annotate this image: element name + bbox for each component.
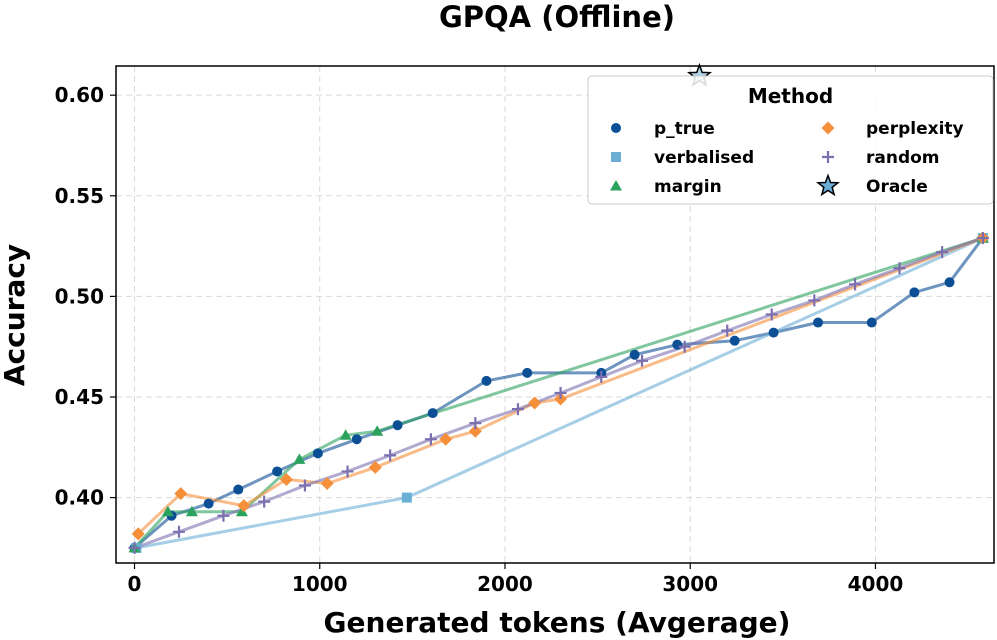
margin-point (339, 429, 352, 440)
perplexity-point (320, 477, 334, 491)
p-true-point (481, 375, 492, 386)
legend-label-margin: margin (654, 177, 722, 197)
margin-point (235, 505, 248, 517)
axis-ticks: 0 1000 2000 3000 4000 0.40 0.45 0.50 0.55 0.60 (55, 83, 904, 596)
legend-marker-random (822, 151, 834, 163)
p-true-point (729, 335, 740, 346)
y-axis-label: Accuracy (0, 244, 31, 386)
perplexity-point (174, 487, 188, 501)
marker-layer (128, 62, 990, 554)
x-tick-label: 3000 (662, 572, 718, 596)
legend-label-verbalised: verbalised (654, 148, 754, 168)
legend-marker-verbalised (611, 152, 621, 162)
perplexity-point (237, 499, 251, 513)
legend-marker-p-true (611, 123, 621, 133)
random-point (765, 308, 778, 321)
legend-box (587, 75, 994, 205)
random-point (298, 479, 311, 492)
random-point (217, 509, 230, 522)
legend-label-oracle: Oracle (866, 177, 928, 197)
margin-point (293, 453, 306, 464)
chart-title: GPQA (Offline) (439, 0, 675, 34)
p-true-point (522, 367, 533, 378)
perplexity-point (439, 432, 453, 446)
legend-marker-margin (610, 180, 622, 191)
random-point (554, 386, 567, 399)
x-tick-label: 4000 (848, 572, 904, 596)
legend-marker-perplexity (821, 121, 835, 135)
random-point (849, 278, 862, 291)
perplexity-point (528, 396, 542, 410)
p-true-point (203, 498, 214, 509)
perplexity-point (131, 527, 145, 541)
y-tick-label: 0.45 (55, 385, 104, 409)
random-point (424, 433, 437, 446)
random-point (128, 541, 141, 554)
p-true-point (629, 349, 640, 360)
random-point (384, 449, 397, 462)
random-point (595, 370, 608, 383)
x-axis-label: Generated tokens (Avgerage) (324, 606, 791, 639)
perplexity-point (279, 472, 293, 486)
random-point (893, 262, 906, 275)
p-true-point (312, 448, 323, 459)
y-tick-label: 0.55 (55, 184, 104, 208)
random-point (976, 232, 989, 245)
plot-frame (115, 65, 995, 564)
y-tick-label: 0.50 (55, 284, 104, 308)
legend-label-perplexity: perplexity (866, 119, 964, 139)
legend-title: Method (748, 84, 833, 108)
p-true-point (768, 327, 779, 338)
x-tick-label: 1000 (292, 572, 348, 596)
perplexity-point (368, 460, 382, 474)
p-true-point (909, 287, 920, 298)
x-tick-label: 0 (128, 572, 142, 596)
random-point (636, 354, 649, 367)
p-true-point (392, 420, 403, 431)
p-true-point (866, 317, 877, 328)
y-tick-label: 0.40 (55, 486, 104, 510)
x-tick-label: 2000 (477, 572, 533, 596)
random-point (341, 465, 354, 478)
p-true-point (813, 317, 824, 328)
perplexity-point (468, 424, 482, 438)
random-point (511, 403, 524, 416)
random-point (469, 417, 482, 430)
margin-point (185, 505, 198, 517)
y-tick-label: 0.60 (55, 83, 104, 107)
p-true-point (272, 466, 283, 477)
legend: Method p_true verbalised margin perplexity r… (587, 75, 994, 205)
margin-point (371, 425, 384, 436)
perplexity-point (554, 392, 568, 406)
legend-label-random: random (866, 148, 940, 168)
margin-point (161, 505, 174, 517)
p-true-point (427, 408, 438, 419)
random-point (258, 495, 271, 508)
random-point (936, 246, 949, 259)
p-true-point (672, 339, 683, 350)
p-true-point (944, 277, 955, 288)
p-true-point (233, 484, 244, 495)
random-point (721, 324, 734, 337)
verbalised-point (401, 492, 412, 503)
legend-marker-oracle (816, 173, 840, 197)
p-true-point (351, 434, 362, 445)
legend-entries: p_true verbalised margin perplexity random Or… (610, 119, 964, 197)
random-point (808, 294, 821, 307)
random-point (172, 525, 185, 538)
random-point (678, 340, 691, 353)
legend-label-p-true: p_true (654, 119, 715, 139)
